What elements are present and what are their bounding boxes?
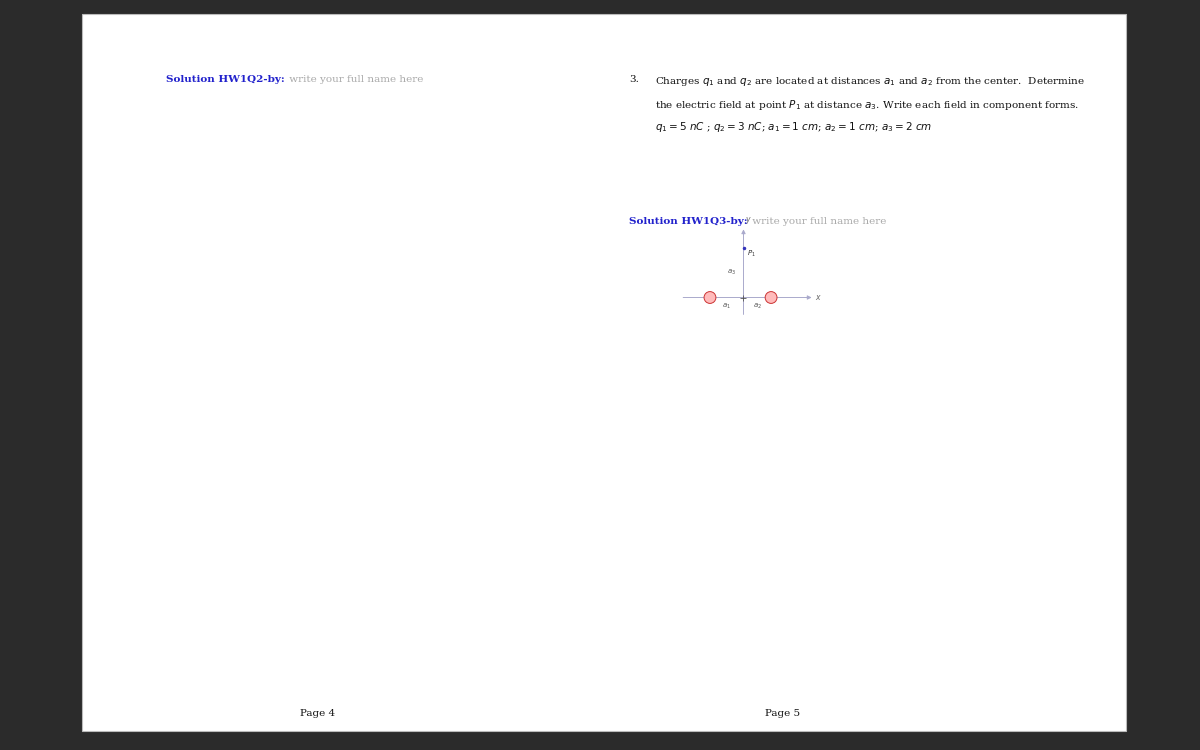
Text: Page 5: Page 5 — [764, 710, 800, 718]
Text: write your full name here: write your full name here — [286, 75, 422, 84]
Text: $a_1$: $a_1$ — [722, 302, 731, 310]
Text: $a_2$: $a_2$ — [752, 302, 762, 310]
Text: $a_3$: $a_3$ — [726, 268, 736, 278]
Text: Charges $q_1$ and $q_2$ are located at distances $a_1$ and $a_2$ from the center: Charges $q_1$ and $q_2$ are located at d… — [655, 75, 1085, 88]
Text: Solution HW1Q3-by:: Solution HW1Q3-by: — [629, 217, 748, 226]
Text: $P_1$: $P_1$ — [748, 249, 756, 259]
Text: $q_1$: $q_1$ — [706, 293, 714, 302]
Text: $q_1 = 5\ nC$ ; $q_2 = 3\ nC$; $a_1 = 1\ cm$; $a_2 = 1\ cm$; $a_3 = 2\ cm$: $q_1 = 5\ nC$ ; $q_2 = 3\ nC$; $a_1 = 1\… — [655, 120, 932, 134]
Circle shape — [766, 292, 778, 304]
Text: write your full name here: write your full name here — [749, 217, 886, 226]
Text: Solution HW1Q2-by:: Solution HW1Q2-by: — [166, 75, 284, 84]
Text: the electric field at point $P_1$ at distance $a_3$. Write each field in compone: the electric field at point $P_1$ at dis… — [655, 98, 1079, 112]
Text: $y$: $y$ — [745, 214, 752, 226]
Text: $x$: $x$ — [816, 293, 822, 302]
Text: 3.: 3. — [629, 75, 638, 84]
Text: Page 4: Page 4 — [300, 710, 336, 718]
Text: $q_2$: $q_2$ — [767, 293, 775, 302]
Circle shape — [704, 292, 716, 304]
